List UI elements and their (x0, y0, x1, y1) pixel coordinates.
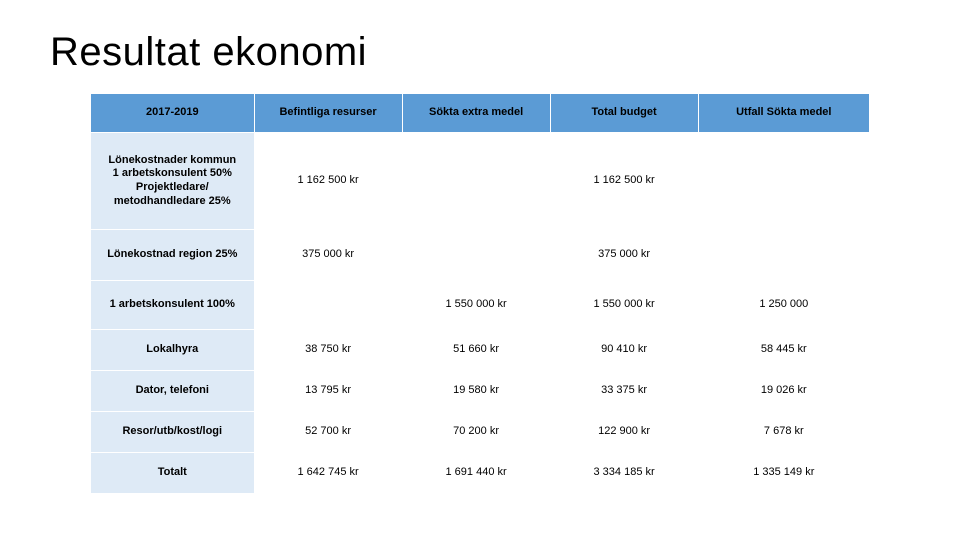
cell: 375 000 kr (550, 230, 698, 281)
col-header-befintliga: Befintliga resurser (254, 94, 402, 133)
row-head: Resor/utb/kost/logi (91, 412, 255, 453)
cell: 3 334 185 kr (550, 453, 698, 494)
cell: 1 691 440 kr (402, 453, 550, 494)
cell: 1 250 000 (698, 281, 869, 330)
slide: Resultat ekonomi 2017-2019 Befintliga re… (0, 0, 960, 540)
cell: 122 900 kr (550, 412, 698, 453)
budget-table: 2017-2019 Befintliga resurser Sökta extr… (90, 93, 870, 494)
table-row: Totalt 1 642 745 kr 1 691 440 kr 3 334 1… (91, 453, 870, 494)
cell: 38 750 kr (254, 330, 402, 371)
col-header-sokta-extra: Sökta extra medel (402, 94, 550, 133)
table-row: 1 arbetskonsulent 100% 1 550 000 kr 1 55… (91, 281, 870, 330)
col-header-period: 2017-2019 (91, 94, 255, 133)
cell: 1 550 000 kr (402, 281, 550, 330)
cell: 19 580 kr (402, 371, 550, 412)
cell: 375 000 kr (254, 230, 402, 281)
budget-table-wrap: 2017-2019 Befintliga resurser Sökta extr… (90, 93, 870, 494)
cell: 1 642 745 kr (254, 453, 402, 494)
col-header-total-budget: Total budget (550, 94, 698, 133)
row-head: 1 arbetskonsulent 100% (91, 281, 255, 330)
cell: 51 660 kr (402, 330, 550, 371)
cell: 1 550 000 kr (550, 281, 698, 330)
cell: 70 200 kr (402, 412, 550, 453)
col-header-utfall: Utfall Sökta medel (698, 94, 869, 133)
table-row: Lönekostnader kommun 1 arbetskonsulent 5… (91, 133, 870, 230)
row-head: Lönekostnader kommun 1 arbetskonsulent 5… (91, 133, 255, 230)
table-header-row: 2017-2019 Befintliga resurser Sökta extr… (91, 94, 870, 133)
row-head: Totalt (91, 453, 255, 494)
table-row: Resor/utb/kost/logi 52 700 kr 70 200 kr … (91, 412, 870, 453)
cell (254, 281, 402, 330)
cell: 7 678 kr (698, 412, 869, 453)
row-head: Dator, telefoni (91, 371, 255, 412)
row-head: Lokalhyra (91, 330, 255, 371)
cell (698, 133, 869, 230)
cell: 90 410 kr (550, 330, 698, 371)
cell: 1 162 500 kr (550, 133, 698, 230)
cell (698, 230, 869, 281)
cell: 33 375 kr (550, 371, 698, 412)
cell: 1 335 149 kr (698, 453, 869, 494)
cell: 13 795 kr (254, 371, 402, 412)
table-row: Dator, telefoni 13 795 kr 19 580 kr 33 3… (91, 371, 870, 412)
cell: 1 162 500 kr (254, 133, 402, 230)
cell (402, 230, 550, 281)
row-head: Lönekostnad region 25% (91, 230, 255, 281)
table-row: Lokalhyra 38 750 kr 51 660 kr 90 410 kr … (91, 330, 870, 371)
cell: 58 445 kr (698, 330, 869, 371)
table-row: Lönekostnad region 25% 375 000 kr 375 00… (91, 230, 870, 281)
page-title: Resultat ekonomi (50, 30, 910, 75)
cell: 52 700 kr (254, 412, 402, 453)
cell (402, 133, 550, 230)
cell: 19 026 kr (698, 371, 869, 412)
